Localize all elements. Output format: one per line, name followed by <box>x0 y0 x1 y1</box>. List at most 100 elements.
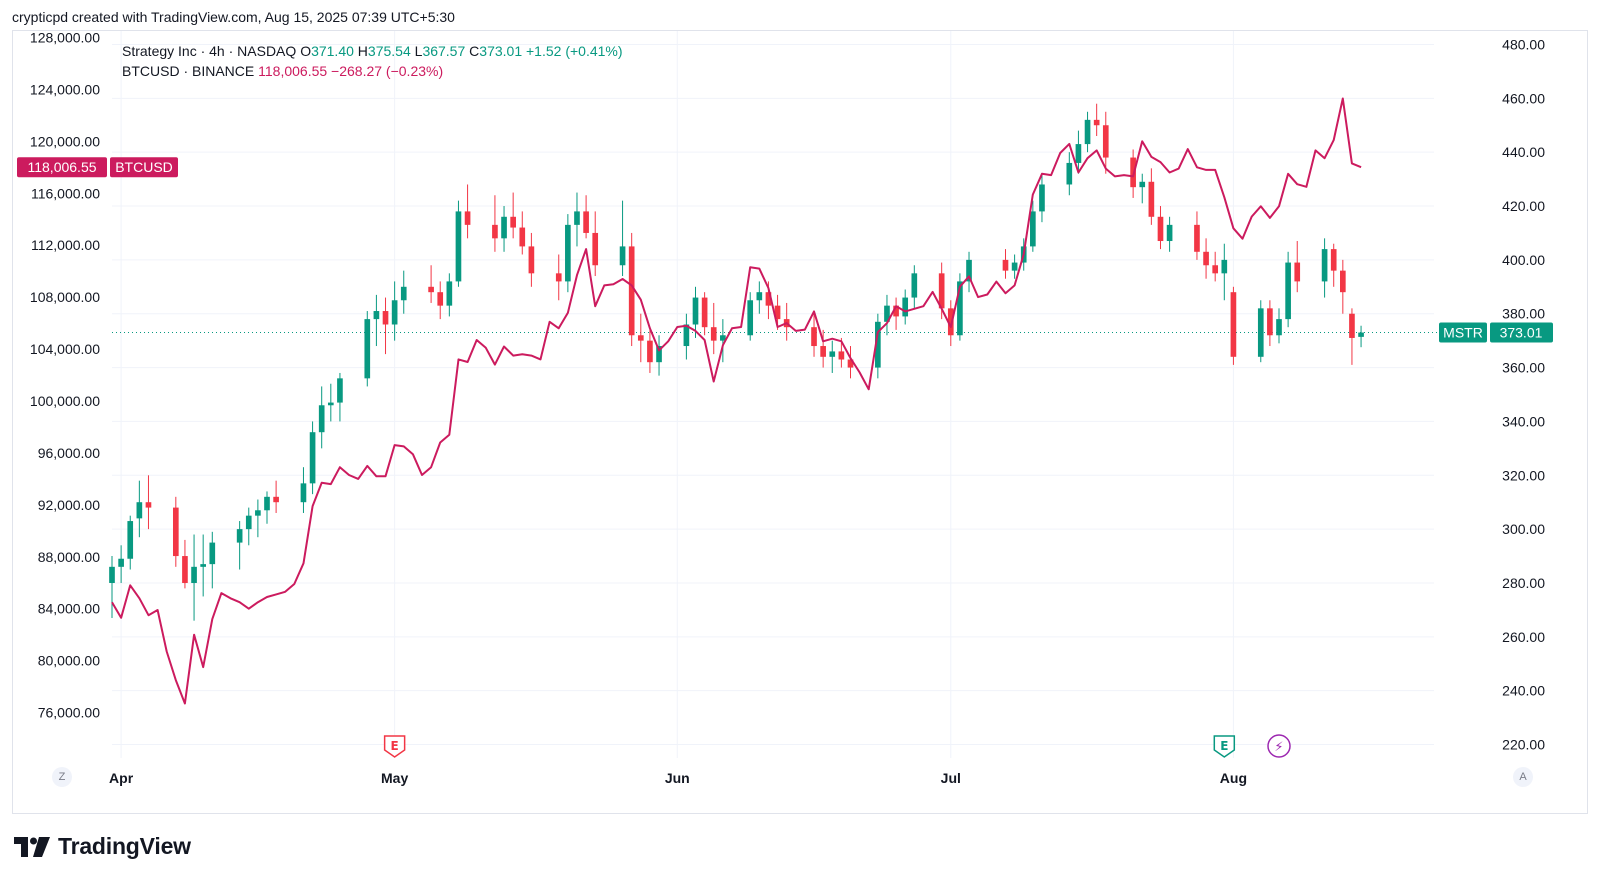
candle-body <box>264 496 270 511</box>
earnings-marker <box>383 735 406 758</box>
candle-body <box>893 305 899 317</box>
candle-body <box>619 246 626 266</box>
right-axis-tick-label: 260.00 <box>1502 629 1545 645</box>
left-axis-tick-label: 120,000.00 <box>30 133 100 149</box>
x-axis-tick-label: Jul <box>941 770 961 786</box>
dividend-marker-icon: ⚡ <box>1274 740 1283 755</box>
auto-scale-button[interactable]: A <box>1513 767 1533 787</box>
right-axis-tick-label: 220.00 <box>1502 737 1545 753</box>
candle-body <box>1139 181 1146 188</box>
chart-legend: Strategy Inc · 4h · NASDAQ O371.40 H375.… <box>122 41 623 81</box>
right-axis-tick-label: 380.00 <box>1502 306 1545 322</box>
left-axis-tick-label: 108,000.00 <box>30 289 100 305</box>
candle-body <box>1093 119 1100 126</box>
dividend-marker <box>1267 734 1291 758</box>
close-label: C <box>469 43 480 59</box>
left-axis-tick-label: 112,000.00 <box>31 237 100 253</box>
candle-body <box>1157 216 1164 242</box>
left-axis-tick-label: 96,000.00 <box>38 445 100 461</box>
candle-body <box>446 281 453 306</box>
candle-body <box>1066 162 1073 185</box>
right-axis-tick-label: 340.00 <box>1502 413 1545 429</box>
btc-price-tag-value: 118,006.55 <box>27 159 96 175</box>
mstr-price-tag-symbol-bg <box>1439 322 1487 343</box>
btc-legend-row: BTCUSD · BINANCE 118,006.55 −268.27 (−0.… <box>122 61 623 81</box>
candle-body <box>701 297 708 328</box>
left-axis-tick-label: 128,000.00 <box>30 29 100 45</box>
candle-body <box>574 211 580 225</box>
left-axis-tick-label: 116,000.00 <box>31 185 100 201</box>
candle-body <box>583 211 589 233</box>
left-axis-tick-label: 92,000.00 <box>38 497 100 513</box>
right-axis-tick-label: 280.00 <box>1502 575 1545 591</box>
candle-body <box>437 292 444 306</box>
left-axis-tick-label: 104,000.00 <box>30 341 100 357</box>
candle-body <box>692 297 699 325</box>
candle-body <box>875 321 881 368</box>
candle-body <box>1330 249 1337 271</box>
candle-body <box>592 232 599 266</box>
candle-body <box>829 351 836 357</box>
high-value: 375.54 <box>367 43 411 59</box>
candle-body <box>947 308 954 336</box>
candle-body <box>656 346 662 363</box>
candle-body <box>1102 125 1109 158</box>
x-axis-tick-label: Apr <box>109 770 134 786</box>
right-axis-tick-label: 400.00 <box>1502 252 1545 268</box>
candle-body <box>811 327 817 347</box>
tradingview-logo-icon <box>14 836 50 857</box>
open-value: 371.40 <box>311 43 354 59</box>
candle-body <box>255 510 261 516</box>
candle-body <box>1084 119 1091 145</box>
candle-body <box>637 335 644 341</box>
chart-attribution: crypticpd created with TradingView.com, … <box>12 9 455 25</box>
candle-body <box>565 224 571 282</box>
candle-body <box>683 324 690 347</box>
candle-body <box>720 335 726 341</box>
candle-body <box>1166 224 1173 242</box>
right-axis-tick-label: 440.00 <box>1502 144 1545 160</box>
candle-body <box>902 297 909 317</box>
mstr-symbol-label: Strategy Inc · 4h · NASDAQ <box>122 43 297 59</box>
tradingview-logo: TradingView <box>14 833 191 860</box>
btc-price: 118,006.55 <box>258 63 328 79</box>
close-value: 373.01 <box>479 43 523 59</box>
btc-change: −268.27 (−0.23%) <box>331 63 444 79</box>
candle-body <box>1294 262 1301 282</box>
left-axis-tick-label: 84,000.00 <box>38 601 100 617</box>
candle-body <box>382 311 389 325</box>
candle-body <box>1011 262 1018 271</box>
candle-body <box>1267 308 1273 336</box>
candle-body <box>756 292 763 301</box>
candle-body <box>1230 292 1237 357</box>
right-axis-tick-label: 360.00 <box>1502 360 1545 376</box>
candle-body <box>1148 181 1155 217</box>
candle-body <box>1194 224 1200 252</box>
btc-symbol-label: BTCUSD · BINANCE <box>122 63 255 79</box>
high-label: H <box>357 43 368 59</box>
right-axis-tick-label: 240.00 <box>1502 683 1545 699</box>
low-value: 367.57 <box>422 43 466 59</box>
earnings-marker-label: E <box>391 739 399 753</box>
candle-body <box>191 566 197 583</box>
candle-body <box>172 507 179 557</box>
x-axis-tick-label: May <box>381 770 408 786</box>
candle-body <box>182 556 188 583</box>
low-label: L <box>414 43 423 59</box>
mstr-price-tag-value-bg <box>1490 322 1553 343</box>
candle-body <box>884 305 890 322</box>
candle-body <box>957 281 963 336</box>
open-label: O <box>300 43 312 59</box>
candle-body <box>710 327 717 341</box>
candle-body <box>966 259 972 282</box>
candle-body <box>118 558 124 567</box>
candle-body <box>774 305 781 320</box>
candle-body <box>1257 308 1264 357</box>
left-axis-tick-label: 80,000.00 <box>38 653 100 669</box>
earnings-marker <box>1213 735 1236 758</box>
timezone-toggle-button[interactable]: Z <box>52 767 72 787</box>
candle-body <box>318 405 325 433</box>
right-axis-tick-label: 460.00 <box>1502 90 1545 106</box>
btc-price-tag-value-bg <box>17 157 107 178</box>
